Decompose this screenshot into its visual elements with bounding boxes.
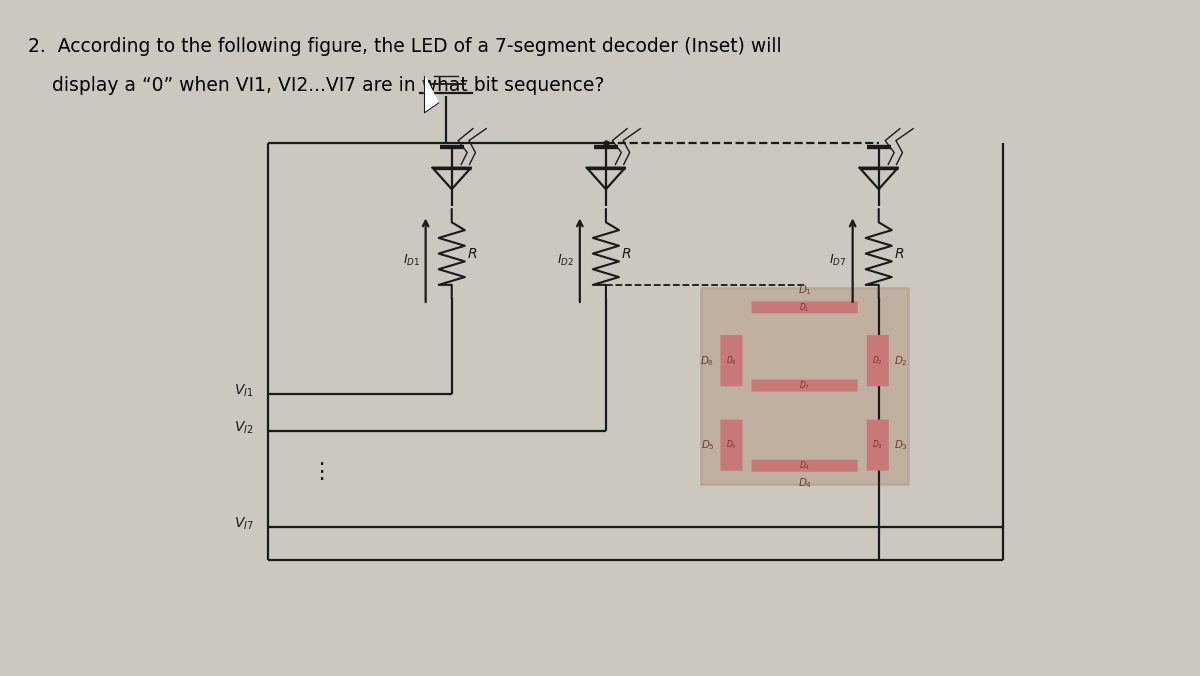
FancyBboxPatch shape [866,335,889,386]
Text: $D_2$: $D_2$ [872,354,883,367]
FancyBboxPatch shape [751,460,858,472]
Text: ⋮: ⋮ [310,462,332,482]
Text: $D_6$: $D_6$ [726,354,737,367]
Polygon shape [425,76,439,113]
Text: $R$: $R$ [622,247,631,260]
FancyBboxPatch shape [751,301,858,314]
Text: $D_5$: $D_5$ [726,439,737,452]
Text: $D_4$: $D_4$ [798,477,811,490]
Text: display a “0” when VI1, VI2...VI7 are in what bit sequence?: display a “0” when VI1, VI2...VI7 are in… [29,76,605,95]
FancyBboxPatch shape [720,335,743,386]
Text: $V_{I7}$: $V_{I7}$ [234,515,253,531]
Text: $D_6$: $D_6$ [701,354,714,368]
FancyBboxPatch shape [720,420,743,470]
FancyBboxPatch shape [866,420,889,470]
Text: $I_{D1}$: $I_{D1}$ [402,253,420,268]
Text: 2.  According to the following figure, the LED of a 7-segment decoder (Inset) wi: 2. According to the following figure, th… [29,37,782,55]
FancyBboxPatch shape [751,379,858,391]
Text: $D_2$: $D_2$ [894,354,907,368]
Text: $D_1$: $D_1$ [798,283,811,297]
Text: $I_{D2}$: $I_{D2}$ [557,253,574,268]
Text: $I_{D7}$: $I_{D7}$ [829,253,847,268]
Text: $D_3$: $D_3$ [872,439,883,452]
FancyBboxPatch shape [701,289,908,483]
Text: $R$: $R$ [894,247,905,260]
Text: $V_{I2}$: $V_{I2}$ [234,419,253,435]
Text: $D_4$: $D_4$ [799,460,810,472]
Text: $D_7$: $D_7$ [799,379,810,392]
Text: $D_3$: $D_3$ [894,438,907,452]
Text: $R$: $R$ [467,247,478,260]
Text: $D_5$: $D_5$ [701,438,714,452]
Text: $V_{I1}$: $V_{I1}$ [234,383,253,399]
Text: $D_1$: $D_1$ [799,301,810,314]
